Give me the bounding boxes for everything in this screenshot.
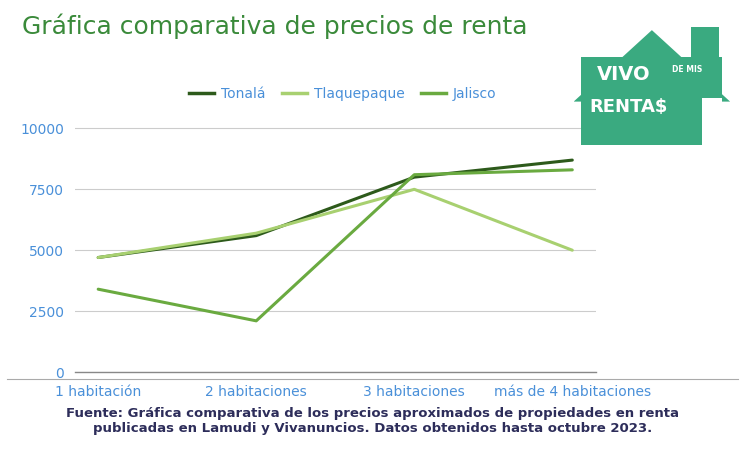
Text: VIVO: VIVO — [597, 65, 650, 84]
Text: DE MIS: DE MIS — [672, 65, 703, 74]
Polygon shape — [574, 30, 730, 102]
Legend: Tonalá, Tlaquepaque, Jalisco: Tonalá, Tlaquepaque, Jalisco — [183, 81, 502, 106]
Text: Fuente: Gráfica comparativa de los precios aproximados de propiedades en renta
p: Fuente: Gráfica comparativa de los preci… — [66, 407, 679, 435]
FancyBboxPatch shape — [691, 27, 719, 57]
Text: Gráfica comparativa de precios de renta: Gráfica comparativa de precios de renta — [22, 14, 528, 40]
Text: RENTA$: RENTA$ — [589, 98, 668, 116]
FancyBboxPatch shape — [702, 98, 723, 145]
FancyBboxPatch shape — [581, 57, 723, 145]
